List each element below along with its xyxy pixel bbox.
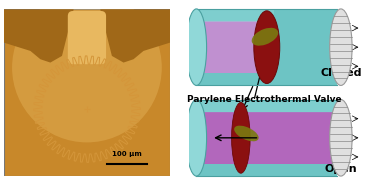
FancyBboxPatch shape (68, 11, 106, 64)
Polygon shape (197, 100, 337, 176)
Polygon shape (197, 100, 337, 113)
Circle shape (12, 0, 162, 142)
Polygon shape (197, 9, 337, 85)
Polygon shape (197, 112, 337, 164)
Polygon shape (197, 21, 337, 73)
Polygon shape (198, 112, 335, 164)
Ellipse shape (232, 102, 250, 173)
Polygon shape (4, 9, 170, 176)
Polygon shape (4, 9, 74, 63)
Text: 100 μm: 100 μm (112, 151, 142, 157)
Ellipse shape (186, 100, 207, 176)
Ellipse shape (330, 100, 352, 176)
Ellipse shape (330, 9, 352, 85)
Polygon shape (100, 9, 170, 63)
Ellipse shape (234, 126, 259, 141)
Polygon shape (274, 9, 337, 85)
Text: Closed: Closed (320, 68, 362, 78)
Text: Open: Open (325, 164, 357, 174)
Ellipse shape (252, 28, 278, 46)
Ellipse shape (186, 9, 207, 85)
Polygon shape (197, 9, 337, 22)
Text: Parylene Electrothermal Valve: Parylene Electrothermal Valve (187, 95, 342, 104)
Ellipse shape (254, 11, 280, 83)
